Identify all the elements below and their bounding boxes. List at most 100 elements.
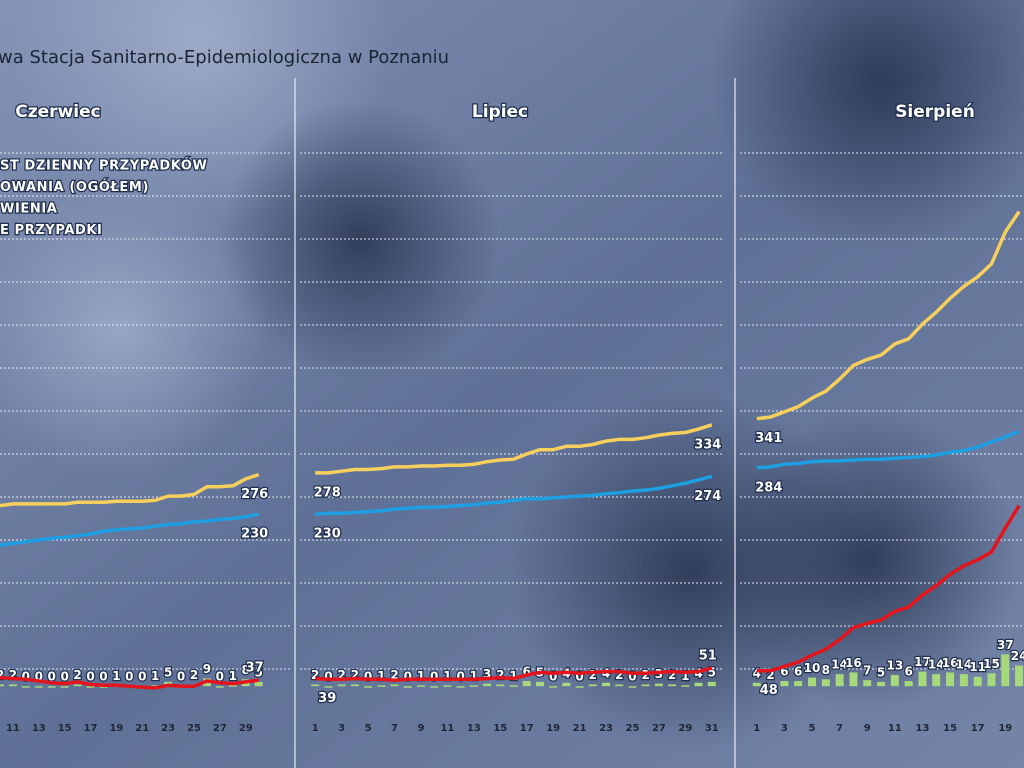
line-value-label: 51 [699,649,717,664]
x-tick-label: 13 [467,723,481,734]
bar-value-label: 5 [708,665,716,679]
bar-value-label: 0 [125,670,133,684]
x-tick-label: 15 [493,723,507,734]
bar [496,684,505,687]
bar [588,684,597,687]
bar [835,674,844,687]
line-value-label: 39 [318,691,336,706]
x-tick-label: 11 [888,723,902,734]
x-tick-label: 29 [239,723,253,734]
x-tick-label: 7 [391,723,398,734]
bar-value-label: 1 [470,669,478,683]
bar [987,673,996,687]
bar [469,685,478,687]
x-tick-label: 23 [161,723,175,734]
bar-value-label: 0 [99,670,107,684]
x-tick-label: 17 [84,723,98,734]
bar [535,681,544,687]
bar [151,685,160,687]
bar [21,686,30,688]
bar-value-label: 0 [404,670,412,684]
bar [973,676,982,687]
bar-value-label: 14 [956,658,973,672]
bar-value-label: 16 [845,656,862,670]
bar-value-label: 0 [22,670,30,684]
x-tick-label: 17 [971,723,985,734]
bar-value-label: 2 [390,668,398,682]
bar-value-label: 1 [112,669,120,683]
bar [377,685,386,687]
bar-value-label: 4 [753,666,761,680]
bar [86,686,95,688]
bar [918,671,927,687]
bar-value-label: 8 [242,663,250,677]
bar-value-label: 2 [496,668,504,682]
bar-value-label: 0 [575,670,583,684]
line [315,474,713,516]
bar-value-label: 1 [681,669,689,683]
bar [390,684,399,687]
bar-value-label: 6 [794,665,802,679]
line-value-label: 274 [694,489,721,504]
bar [1001,654,1010,687]
bar-value-label: 0 [177,670,185,684]
line [756,429,1020,470]
bar [654,683,663,687]
legend-entry: ST DZIENNY PRZYPADKÓW [0,158,207,174]
bar-value-label: 6 [904,665,912,679]
bar [73,684,82,687]
bar [641,684,650,687]
line-value-label: 278 [314,485,341,500]
bar-value-label: 24 [1011,649,1024,663]
x-tick-label: 3 [338,723,345,734]
background-shape [0,180,270,480]
bar-value-label: 1 [509,669,517,683]
bar-value-label: 8 [822,663,830,677]
x-tick-label: 21 [135,723,149,734]
x-tick-label: 1 [753,723,760,734]
bar [228,685,237,687]
bar [946,672,955,687]
bar [863,680,872,687]
line-value-label: 284 [755,480,782,495]
background-shape [220,100,500,380]
bar-value-label: 2 [766,668,774,682]
legend-entry: E PRZYPADKI [0,223,102,238]
bar [890,675,899,687]
bar-value-label: 1 [417,669,425,683]
x-tick-label: 11 [6,723,20,734]
bar [681,685,690,687]
bar [780,681,789,687]
bar [766,684,775,687]
bar-value-label: 0 [48,670,56,684]
bar [668,684,677,687]
x-tick-label: 5 [809,723,816,734]
bar [628,686,637,688]
bar-value-label: 2 [615,668,623,682]
bar [416,685,425,687]
bar [456,686,465,688]
bar [0,684,4,687]
bar-value-label: 0 [216,670,224,684]
bar-value-label: 0 [60,670,68,684]
line-value-label: 276 [241,487,268,502]
x-tick-label: 21 [573,723,587,734]
line [0,472,260,508]
background-shape [710,0,1024,250]
legend-entry: OWANIA (OGÓŁEM) [0,179,149,195]
bar [808,677,817,687]
bar-value-label: 1 [443,669,451,683]
bar-value-label: 0 [549,670,557,684]
x-tick-label: 19 [998,723,1012,734]
line [315,423,713,475]
line [315,666,713,682]
bar [562,682,571,687]
panel-title: Sierpień [895,102,975,122]
bar-value-label: 5 [164,665,172,679]
bar [403,686,412,688]
bar [932,674,941,687]
bar-value-label: 1 [377,669,385,683]
bar-value-label: 15 [983,657,1000,671]
bar [615,684,624,687]
